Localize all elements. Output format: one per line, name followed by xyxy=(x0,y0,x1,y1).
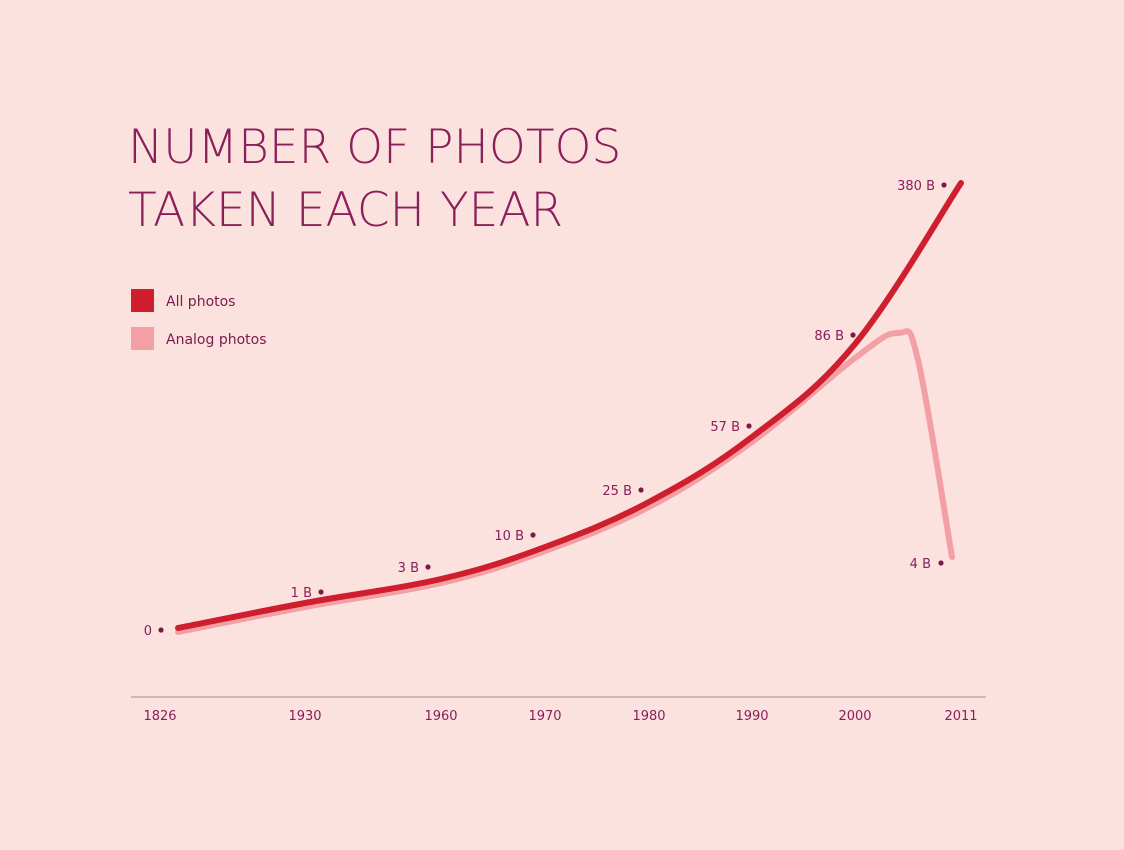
series-line-analog-photos xyxy=(175,328,955,635)
x-tick-label-1960: 1960 xyxy=(424,709,457,724)
legend-label-all-photos: All photos xyxy=(166,294,235,310)
data-label-1980: 25 B xyxy=(602,484,632,499)
data-label-1970: 10 B xyxy=(494,529,524,544)
x-tick-label-1930: 1930 xyxy=(288,709,321,724)
data-label-1960: 3 B xyxy=(398,561,419,576)
data-label-1826: 0 xyxy=(144,624,152,639)
chart-title-line-1: NUMBER OF PHOTOS xyxy=(128,120,621,175)
data-point-marker-1990 xyxy=(746,423,752,429)
data-label-1990: 57 B xyxy=(710,420,740,435)
data-label-2000: 86 B xyxy=(814,329,844,344)
data-point-marker-1980 xyxy=(638,487,644,493)
data-label-analog-end: 4 B xyxy=(910,557,931,572)
chart-title-line-2: TAKEN EACH YEAR xyxy=(128,183,563,238)
data-point-marker-1970 xyxy=(530,532,536,538)
chart-title: NUMBER OF PHOTOS TAKEN EACH YEAR xyxy=(128,120,621,238)
data-point-marker-1930 xyxy=(318,589,324,595)
data-label-1930: 1 B xyxy=(291,586,312,601)
data-point-marker-1826 xyxy=(158,627,164,633)
x-tick-label-2011: 2011 xyxy=(944,709,977,724)
legend-label-analog-photos: Analog photos xyxy=(166,332,267,348)
data-label-2011: 380 B xyxy=(897,179,935,194)
data-point-marker-analog-end xyxy=(938,560,944,566)
legend-swatch-analog-photos xyxy=(131,327,154,350)
data-point-marker-1960 xyxy=(425,564,431,570)
x-tick-label-1990: 1990 xyxy=(735,709,768,724)
data-point-marker-2000 xyxy=(850,332,856,338)
series-layer xyxy=(175,180,964,635)
x-tick-label-1826: 1826 xyxy=(143,709,176,724)
x-tick-label-1980: 1980 xyxy=(632,709,665,724)
legend-swatch-all-photos xyxy=(131,289,154,312)
x-tick-label-1970: 1970 xyxy=(528,709,561,724)
legend: All photos Analog photos xyxy=(131,289,267,350)
data-labels: 0 1 B 3 B 10 B 25 B 57 B 86 B 380 B 4 B xyxy=(144,179,947,639)
data-point-marker-2011 xyxy=(941,182,947,188)
series-line-all-photos xyxy=(175,180,964,631)
x-axis-ticks: 1826 1930 1960 1970 1980 1990 2000 2011 xyxy=(143,709,977,724)
x-tick-label-2000: 2000 xyxy=(838,709,871,724)
